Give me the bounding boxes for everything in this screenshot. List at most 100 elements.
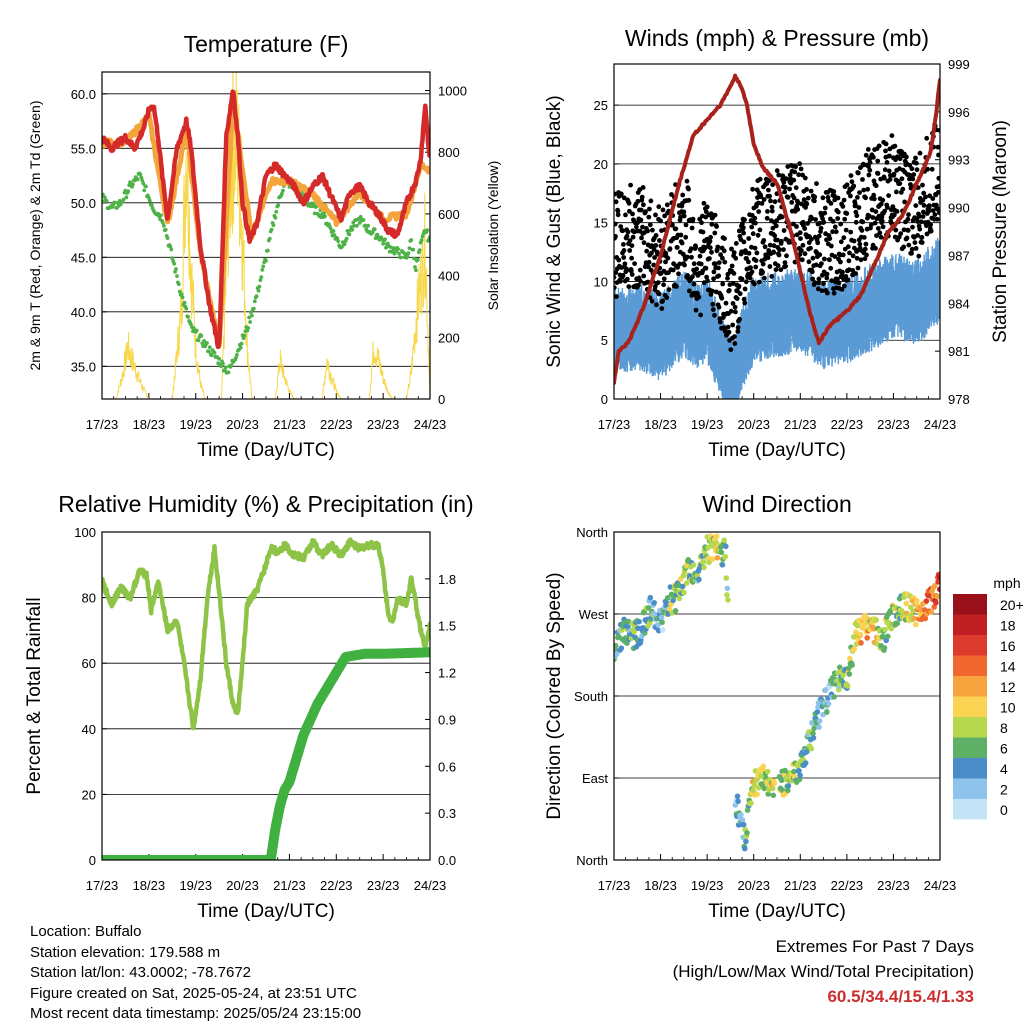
gust-point [789,200,795,205]
y-right-tick-label: 984 [948,296,970,311]
gust-point [846,258,852,264]
gust-point [840,269,845,275]
gust-point [787,186,792,192]
gust-point [761,238,767,243]
gust-point [754,250,760,256]
direction-point [903,600,910,607]
recent-data-timestamp: Most recent data timestamp: 2025/05/24 2… [30,1005,362,1022]
gust-point [892,143,898,149]
legend-label: 20+ [1000,597,1024,613]
dewpoint-point [344,236,349,241]
dewpoint-point [256,288,261,293]
gust-point [932,212,938,218]
gust-point [901,244,907,250]
direction-point [810,735,817,741]
gust-point [621,248,627,253]
gust-point [639,235,644,241]
direction-point [857,631,864,638]
gust-point [881,175,887,181]
gust-point [937,127,940,133]
gust-point [853,209,859,215]
gust-point [767,242,773,248]
gust-point [715,244,721,250]
y-axis-label: Percent & Total Rainfall [24,597,45,794]
gust-point [853,271,858,276]
gust-point [828,265,834,271]
gust-point [782,189,788,195]
direction-point [724,592,730,598]
gust-point [870,215,876,220]
gust-point [819,261,824,266]
gust-point [916,253,922,259]
gust-point [869,207,875,213]
gust-point [624,276,630,282]
gust-point [621,242,626,247]
gust-point [867,160,873,165]
gust-point [935,190,940,195]
gust-point [812,198,817,204]
gust-point [766,187,771,193]
x-tick-label: 23/23 [877,878,910,893]
gust-point [805,195,811,201]
gust-point [821,219,827,225]
gust-point [697,253,703,259]
gust-point [733,241,739,246]
dewpoint-point [415,257,420,262]
direction-point [721,537,727,543]
gust-point [677,261,683,267]
direction-point [824,709,830,715]
gust-point [793,164,798,170]
gust-point [707,245,713,251]
gust-point [860,219,866,225]
dewpoint-point [254,294,259,298]
direction-point [932,582,938,589]
dewpoint-point [267,236,272,241]
direction-point [778,777,785,784]
dewpoint-point [280,191,284,196]
gust-point [817,220,822,226]
dewpoint-point [381,241,385,246]
gust-point [905,216,911,222]
direction-point [666,606,673,612]
direction-point [658,614,665,621]
gust-point [883,141,889,147]
gust-point [736,283,742,289]
direction-point [835,670,841,676]
gust-point [804,201,810,207]
gust-point [620,228,626,234]
x-tick-label: 20/23 [737,878,770,893]
gust-point [730,322,736,328]
direction-point [672,608,679,614]
gust-point [630,234,636,240]
gust-point [833,229,839,235]
direction-point [754,791,760,798]
gust-point [813,262,819,268]
gust-point [628,182,633,188]
gust-point [850,268,856,273]
gust-point [773,267,779,272]
gust-point [728,308,734,314]
direction-point [797,772,803,779]
gust-point [835,276,840,282]
gust-point [857,241,863,247]
direction-point [880,633,886,640]
dewpoint-point [147,198,152,203]
x-axis-label: Time (Day/UTC) [708,440,846,461]
gust-point [618,224,624,230]
legend-swatch [953,717,987,738]
extremes-title: Extremes For Past 7 Days [775,937,974,956]
legend-label: 6 [1000,741,1008,757]
gust-point [645,279,651,285]
dewpoint-point [384,245,388,250]
gust-point [716,304,722,310]
gust-point [765,209,770,214]
direction-point [659,619,665,626]
x-tick-label: 18/23 [644,878,677,893]
y-right-tick-label: 981 [948,344,970,359]
direction-point [718,549,725,556]
gust-point [861,187,867,193]
y-tick-label: 80 [82,591,96,606]
gust-point [653,233,659,238]
y-axis-label: Sonic Wind & Gust (Blue, Black) [544,95,565,367]
gust-point [930,196,936,202]
